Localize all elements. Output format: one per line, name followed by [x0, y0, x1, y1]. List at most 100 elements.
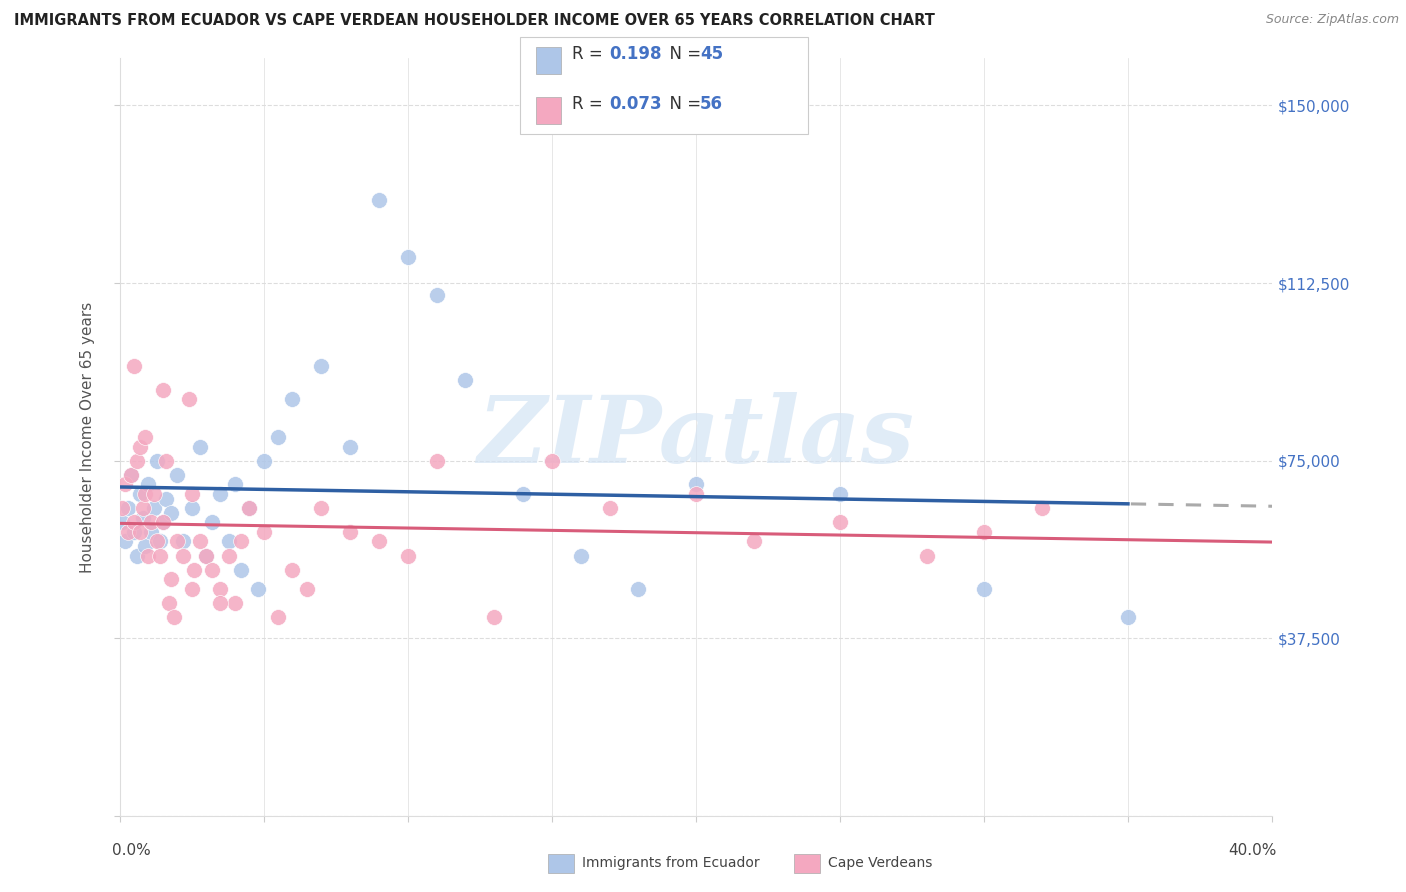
Point — [201, 516, 224, 530]
Point — [973, 524, 995, 539]
Point — [172, 549, 194, 563]
Point — [157, 596, 180, 610]
Point — [128, 524, 150, 539]
Point — [229, 534, 252, 549]
Point — [111, 516, 134, 530]
Text: ZIPatlas: ZIPatlas — [478, 392, 914, 482]
Point — [131, 501, 153, 516]
Point — [152, 383, 174, 397]
Point — [120, 467, 142, 482]
Point — [295, 582, 318, 596]
Text: Source: ZipAtlas.com: Source: ZipAtlas.com — [1265, 13, 1399, 27]
Point — [122, 524, 145, 539]
Point — [267, 430, 290, 444]
Text: 40.0%: 40.0% — [1229, 843, 1277, 858]
Point — [194, 549, 218, 563]
Text: IMMIGRANTS FROM ECUADOR VS CAPE VERDEAN HOUSEHOLDER INCOME OVER 65 YEARS CORRELA: IMMIGRANTS FROM ECUADOR VS CAPE VERDEAN … — [14, 13, 935, 29]
Point — [454, 373, 477, 387]
Point — [425, 454, 447, 468]
Point — [188, 534, 211, 549]
Point — [172, 534, 194, 549]
Point — [120, 467, 142, 482]
Point — [396, 250, 419, 264]
Point — [131, 510, 153, 524]
Point — [163, 610, 186, 624]
Point — [122, 359, 145, 373]
Point — [973, 582, 995, 596]
Point — [114, 534, 136, 549]
Point — [146, 454, 169, 468]
Point — [685, 477, 707, 491]
Point — [224, 596, 246, 610]
Point — [267, 610, 290, 624]
Point — [209, 596, 232, 610]
Point — [368, 534, 391, 549]
Point — [209, 582, 232, 596]
Point — [134, 487, 156, 501]
Point — [134, 430, 156, 444]
Point — [238, 501, 260, 516]
Point — [253, 454, 276, 468]
Point — [229, 563, 252, 577]
Point — [209, 487, 232, 501]
Point — [830, 487, 852, 501]
Point — [309, 501, 333, 516]
Point — [1031, 501, 1053, 516]
Point — [425, 288, 447, 302]
Point — [155, 454, 177, 468]
Point — [128, 487, 150, 501]
Point — [180, 582, 202, 596]
Point — [246, 582, 269, 596]
Point — [152, 516, 174, 530]
Point — [238, 501, 260, 516]
Point — [1118, 610, 1140, 624]
Point — [125, 549, 148, 563]
Point — [540, 454, 562, 468]
Point — [830, 516, 852, 530]
Point — [155, 491, 177, 506]
Point — [141, 524, 163, 539]
Point — [484, 610, 506, 624]
Point — [183, 563, 205, 577]
Point — [396, 549, 419, 563]
Point — [152, 516, 174, 530]
Point — [177, 392, 200, 406]
Point — [512, 487, 534, 501]
Point — [166, 467, 188, 482]
Point — [143, 501, 166, 516]
Point — [253, 524, 276, 539]
Point — [117, 501, 139, 516]
Text: 0.198: 0.198 — [609, 45, 661, 63]
Point — [599, 501, 621, 516]
Text: Cape Verdeans: Cape Verdeans — [828, 856, 932, 871]
Point — [149, 549, 172, 563]
Point — [194, 549, 218, 563]
Point — [128, 440, 150, 454]
Text: Immigrants from Ecuador: Immigrants from Ecuador — [582, 856, 759, 871]
Point — [224, 477, 246, 491]
Point — [141, 516, 163, 530]
Text: N =: N = — [659, 45, 707, 63]
Point — [569, 549, 592, 563]
Point — [149, 534, 172, 549]
Y-axis label: Householder Income Over 65 years: Householder Income Over 65 years — [80, 301, 96, 573]
Text: N =: N = — [659, 95, 707, 113]
Point — [117, 524, 139, 539]
Text: 45: 45 — [700, 45, 723, 63]
Point — [309, 359, 333, 373]
Text: 0.0%: 0.0% — [112, 843, 152, 858]
Point — [281, 563, 304, 577]
Point — [368, 193, 391, 207]
Point — [742, 534, 765, 549]
Text: 56: 56 — [700, 95, 723, 113]
Point — [218, 534, 240, 549]
Point — [281, 392, 304, 406]
Point — [125, 454, 148, 468]
Point — [134, 539, 156, 553]
Text: R =: R = — [572, 45, 609, 63]
Point — [339, 524, 361, 539]
Point — [114, 477, 136, 491]
Text: 0.073: 0.073 — [609, 95, 661, 113]
Point — [180, 501, 202, 516]
Point — [138, 549, 160, 563]
